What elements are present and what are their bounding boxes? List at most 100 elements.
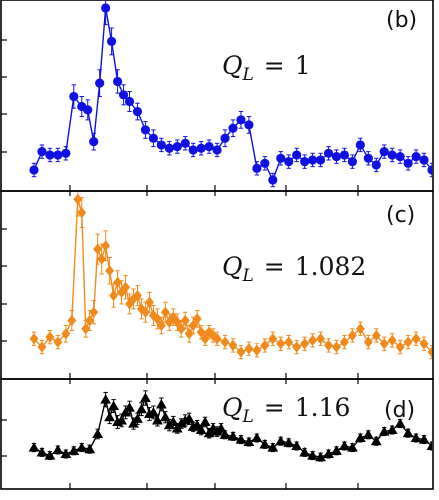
panel-c-data-point [53, 336, 63, 348]
panel-d-data-point [36, 447, 48, 457]
panel-c-data-point [332, 341, 341, 353]
panel-c-data-point [77, 207, 87, 219]
panel-b-ql-value: 1 [295, 51, 311, 80]
panel-d-ql-relation: = [264, 393, 285, 422]
panel-b-data-point [172, 142, 182, 152]
panel-c-data-point [176, 323, 186, 335]
panel-c-data-point [97, 253, 107, 265]
panel-c-data-point [117, 286, 127, 298]
panel-b-label: (b) [386, 8, 417, 33]
panel-d-data-point [331, 445, 342, 455]
panel-c-ql-value: 1.082 [295, 252, 367, 281]
panel-c-data-point [355, 323, 365, 335]
panel-b-data-point [339, 150, 350, 160]
panel-d-data-point [291, 440, 303, 451]
panel-c-data-point [67, 314, 77, 327]
panel-d-data-point [28, 442, 40, 452]
panel-b-data-point [355, 140, 365, 150]
panel-d-data-point [116, 415, 127, 425]
panel-d-data-point [347, 442, 358, 452]
panel-b-data-point [315, 155, 326, 165]
panel-b-data-point [29, 165, 39, 175]
panel-d-series [28, 390, 432, 462]
panel-b-series [29, 1, 432, 188]
panel-c-data-point [129, 293, 138, 305]
panel-d-data-point [44, 450, 56, 460]
panel-c-data-point [192, 313, 202, 325]
panel-d-data-point [195, 424, 207, 435]
panel-c-data-point [212, 333, 222, 345]
panel-d-data-point [299, 447, 311, 457]
panel-d-data-point [151, 415, 163, 425]
panel-c-data-point [73, 193, 83, 205]
panel-c-data-point [339, 336, 349, 348]
panel-c-data-point [324, 339, 333, 351]
panel-c-ticks [1, 191, 359, 379]
panel-b-data-point [180, 138, 190, 148]
panel-d-data-point [92, 428, 104, 439]
panel-b-ticks [1, 39, 359, 191]
panel-b-data-point [395, 152, 405, 162]
panel-b-data-point [118, 90, 129, 100]
panel-d-data-point [148, 407, 159, 417]
panel-c-data-point [160, 306, 170, 318]
panel-c-data-point [188, 319, 198, 332]
panel-c-data-point [252, 344, 262, 356]
panel-b-data-point [188, 145, 198, 155]
panel-c-data-point [93, 243, 103, 255]
panel-c-data-point [89, 306, 99, 318]
panel-c-data-point [180, 314, 190, 327]
panel-c-data-point [113, 276, 123, 288]
panel-c-data-point [292, 341, 302, 353]
panel-d-label: (d) [384, 398, 415, 423]
panel-c-data-point [85, 314, 95, 327]
panel-b-data-point [427, 165, 432, 175]
panel-b-data-point [323, 148, 334, 158]
panel-c-ql-annotation: QL = 1.082 [222, 252, 366, 286]
panel-b-data-point [403, 158, 413, 168]
panel-c-label: (c) [386, 203, 415, 228]
panel-d-data-point [52, 444, 64, 455]
panel-d-ticks [1, 379, 359, 489]
panel-c-data-point [395, 341, 405, 353]
panel-c-data-point [196, 326, 206, 338]
panel-c-series [29, 192, 432, 360]
panel-c-data-point [144, 296, 154, 308]
panel-c-data-point [200, 333, 210, 345]
panel-c-data-point [133, 290, 142, 302]
panel-b-data-point [95, 78, 105, 88]
panel-d-data-point [251, 432, 263, 443]
panel-b-data-point [164, 143, 174, 153]
panel-c-data-point [228, 339, 238, 351]
panel-b-data-point [196, 143, 206, 153]
panel-b-data-point [268, 175, 278, 185]
panel-d-data-point [84, 443, 96, 454]
panel-c-data-point [427, 346, 432, 358]
panel-d-data-point [108, 400, 119, 411]
panel-d-ql-symbol: Q [222, 393, 243, 422]
panel-d-data-point [235, 434, 247, 444]
panel-b-data-point [220, 133, 230, 143]
panel-b-data-point [411, 152, 421, 162]
panel-d-data-point [128, 418, 139, 428]
panel-b-data-point [371, 160, 381, 170]
panel-c-ql-relation: = [264, 252, 285, 281]
panel-c-data-point [403, 336, 413, 348]
panel-b-ql-symbol: Q [222, 51, 243, 80]
panel-b-data-point [148, 133, 158, 143]
panel-c-data-point [184, 328, 194, 340]
panel-b-data-point [89, 137, 99, 147]
panel-c-data-point [387, 334, 397, 347]
panel-c-data-point [125, 298, 134, 310]
panel-d-data-point [203, 427, 215, 438]
panel-c-data-point [37, 341, 47, 353]
panel-d-data-point [354, 432, 366, 443]
panel-d-plot [28, 390, 432, 462]
panel-c-data-point [371, 329, 381, 342]
panel-c-data-point [244, 343, 254, 355]
panel-b-series-line [33, 7, 432, 181]
panel-c-data-point [236, 346, 246, 358]
panel-b-data-point [69, 91, 79, 102]
panel-d-data-point [136, 403, 147, 414]
